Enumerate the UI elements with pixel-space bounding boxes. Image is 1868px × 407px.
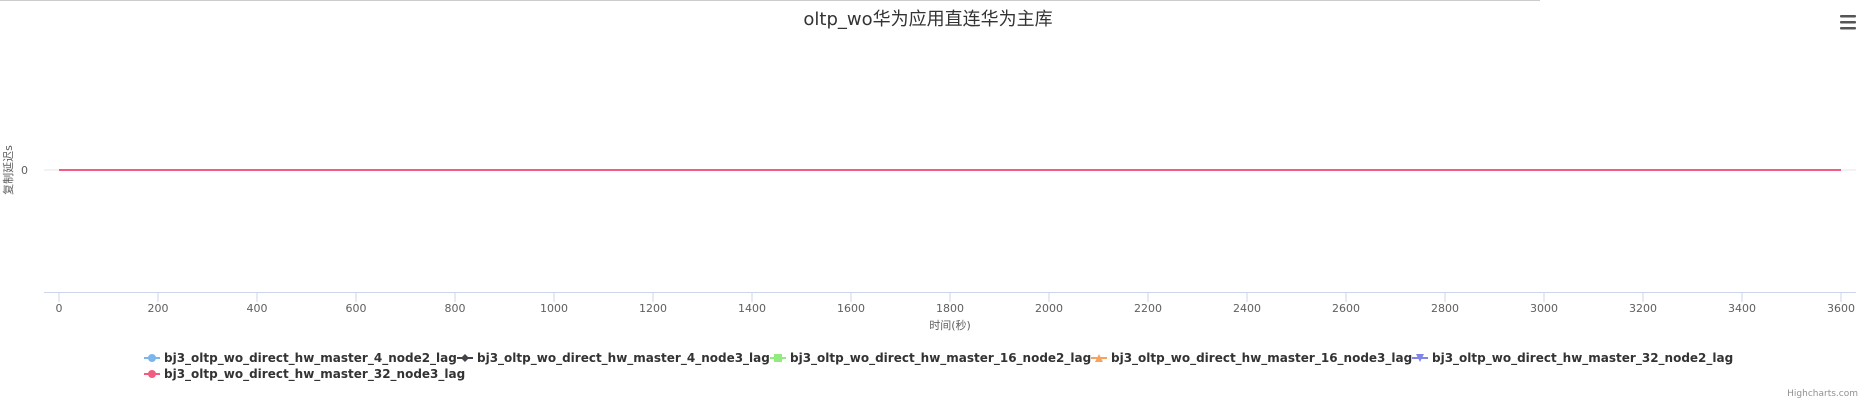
legend-item-1[interactable]: bj3_oltp_wo_direct_hw_master_4_node2_lag [144,351,457,366]
legend-marker [148,354,156,362]
chart-title: oltp_wo华为应用直连华为主库 [803,9,1052,30]
x-tick-label: 3600 [1827,302,1855,315]
x-tick-label: 1400 [738,302,766,315]
legend-label[interactable]: bj3_oltp_wo_direct_hw_master_32_node3_la… [164,367,465,382]
legend-label[interactable]: bj3_oltp_wo_direct_hw_master_16_node2_la… [790,351,1091,366]
legend: bj3_oltp_wo_direct_hw_master_4_node2_lag… [144,351,1733,382]
legend-label[interactable]: bj3_oltp_wo_direct_hw_master_4_node2_lag [164,351,457,366]
legend-item-6[interactable]: bj3_oltp_wo_direct_hw_master_32_node3_la… [144,367,465,382]
chart-context-menu-button[interactable] [1834,10,1858,34]
y-tick-label: 0 [21,164,28,177]
x-axis-label: 时间(秒) [929,318,971,332]
x-tick-label: 200 [148,302,169,315]
x-tick-label: 800 [445,302,466,315]
x-tick-label: 2000 [1035,302,1063,315]
x-tick-label: 400 [247,302,268,315]
legend-label[interactable]: bj3_oltp_wo_direct_hw_master_32_node2_la… [1432,351,1733,366]
x-tick-label: 1200 [639,302,667,315]
x-tick-label: 2600 [1332,302,1360,315]
x-tick-label: 3400 [1728,302,1756,315]
legend-marker [148,370,156,378]
legend-item-3[interactable]: bj3_oltp_wo_direct_hw_master_16_node2_la… [770,351,1091,366]
legend-label[interactable]: bj3_oltp_wo_direct_hw_master_4_node3_lag [477,351,770,366]
x-tick-label: 1600 [837,302,865,315]
legend-marker [774,354,782,362]
y-axis-label: 复制延迟s [1,145,15,195]
x-tick-label: 1000 [540,302,568,315]
credits-link[interactable]: Highcharts.com [1787,389,1858,399]
legend-item-4[interactable]: bj3_oltp_wo_direct_hw_master_16_node3_la… [1091,351,1412,366]
x-tick-label: 2400 [1233,302,1261,315]
legend-marker [461,354,469,362]
legend-item-5[interactable]: bj3_oltp_wo_direct_hw_master_32_node2_la… [1412,351,1733,366]
legend-label[interactable]: bj3_oltp_wo_direct_hw_master_16_node3_la… [1111,351,1412,366]
legend-marker [1416,354,1424,362]
x-tick-label: 2200 [1134,302,1162,315]
x-tick-label: 1800 [936,302,964,315]
legend-item-2[interactable]: bj3_oltp_wo_direct_hw_master_4_node3_lag [457,351,770,366]
x-tick-label: 600 [346,302,367,315]
x-axis: 0 200 400 600 800 1000 1200 1400 1600 1800 2000 220… [44,292,1856,315]
x-tick-label: 2800 [1431,302,1459,315]
hamburger-menu-icon[interactable] [1840,15,1856,30]
legend-marker [1095,354,1103,362]
x-tick-label: 3200 [1629,302,1657,315]
x-tick-label: 0 [56,302,63,315]
x-tick-label: 3000 [1530,302,1558,315]
